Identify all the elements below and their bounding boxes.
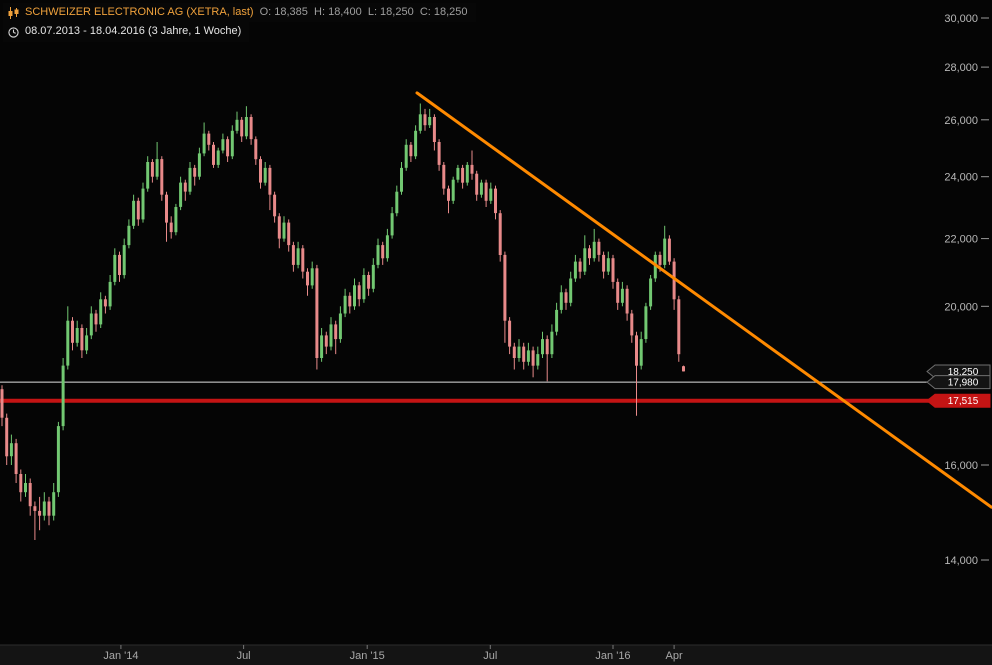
instrument-title: SCHWEIZER ELECTRONIC AG (XETRA, last) xyxy=(25,6,254,18)
price-tick-label: 20,000 xyxy=(944,301,978,313)
trendline[interactable] xyxy=(415,91,992,509)
price-tick-label: 22,000 xyxy=(944,234,978,246)
price-tick-label: 24,000 xyxy=(944,172,978,184)
time-tick-label: Jan '16 xyxy=(595,650,630,662)
period-row: 08.07.2013 - 18.04.2016 (3 Jahre, 1 Woch… xyxy=(3,22,250,42)
time-tick-label: Apr xyxy=(666,650,683,662)
price-tick-label: 28,000 xyxy=(944,62,978,74)
time-tick-label: Jul xyxy=(237,650,251,662)
time-tick-label: Jul xyxy=(483,650,497,662)
price-tick-label: 14,000 xyxy=(944,555,978,567)
price-tick-label: 16,000 xyxy=(944,460,978,472)
price-badge-label: 17,515 xyxy=(948,396,979,407)
price-tick-label: 30,000 xyxy=(944,13,978,25)
ohlc-readout: O: 18,385 H: 18,400 L: 18,250 C: 18,250 xyxy=(259,6,468,18)
date-range: 08.07.2013 - 18.04.2016 (3 Jahre, 1 Woch… xyxy=(25,25,242,38)
time-axis-band[interactable] xyxy=(0,645,992,665)
chart-header: SCHWEIZER ELECTRONIC AG (XETRA, last) O:… xyxy=(3,3,476,42)
candles-group xyxy=(0,103,685,540)
price-badge: 17,515 xyxy=(926,393,991,408)
candlestick-icon xyxy=(8,6,19,19)
time-tick-label: Jan '14 xyxy=(103,650,138,662)
price-badge: 17,980 xyxy=(926,375,991,390)
price-badge-label: 18,250 xyxy=(948,367,979,378)
price-badge-label: 17,980 xyxy=(948,378,979,389)
time-tick-label: Jan '15 xyxy=(350,650,385,662)
price-axis[interactable]: 30,000 28,000 26,000 24,000 22,000 20,000 16,0… xyxy=(944,13,989,567)
clock-icon xyxy=(8,26,19,38)
instrument-row: SCHWEIZER ELECTRONIC AG (XETRA, last) O:… xyxy=(3,3,476,23)
price-tick-label: 26,000 xyxy=(944,115,978,127)
